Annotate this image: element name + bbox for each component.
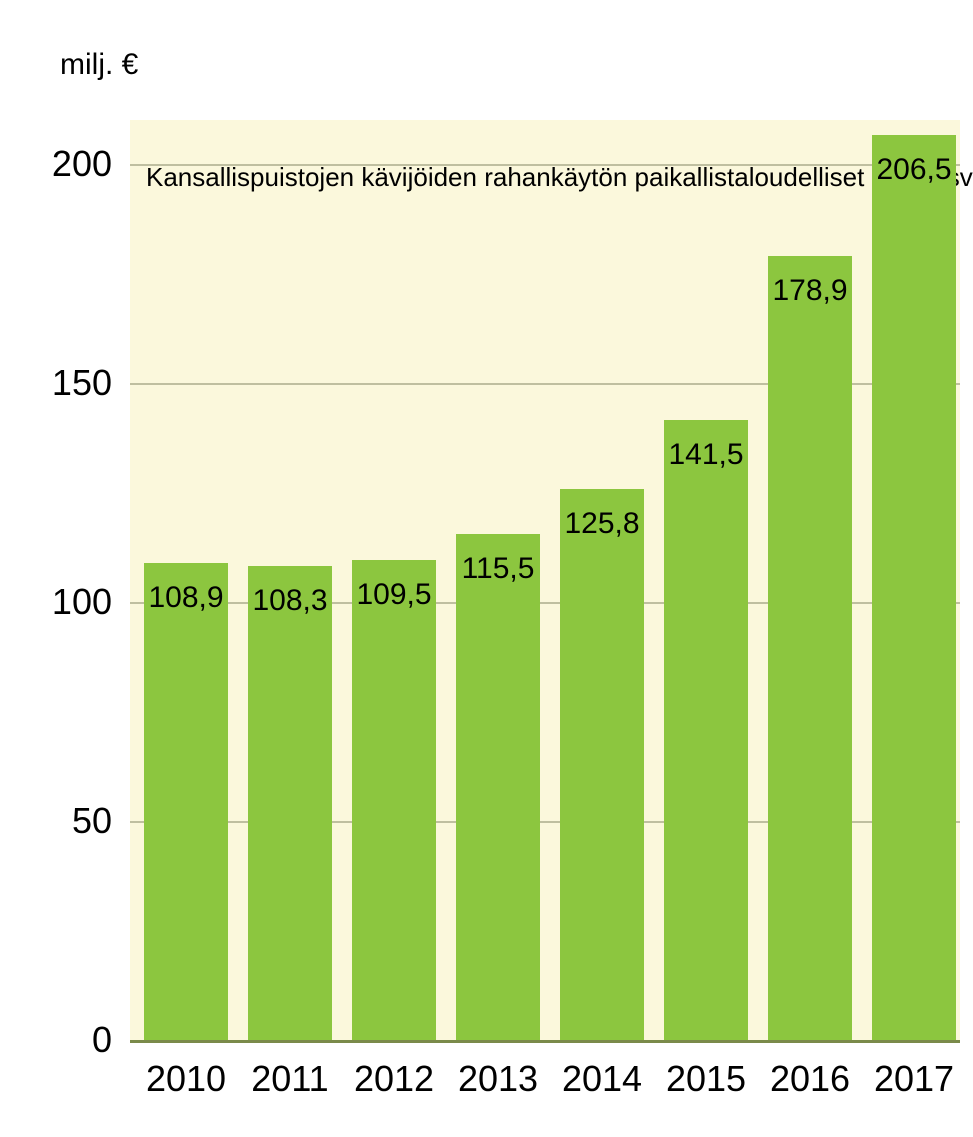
x-tick-label: 2017 (872, 1058, 956, 1100)
x-tick-label: 2010 (144, 1058, 228, 1100)
bar: 109,5 (352, 560, 436, 1040)
bar: 108,9 (144, 563, 228, 1040)
x-tick-label: 2012 (352, 1058, 436, 1100)
baseline (130, 1040, 960, 1043)
bar-value-label: 108,9 (144, 581, 228, 615)
bar-value-label: 141,5 (664, 438, 748, 472)
x-tick-label: 2016 (768, 1058, 852, 1100)
x-tick-label: 2011 (248, 1058, 332, 1100)
bar-value-label: 125,8 (560, 507, 644, 541)
bar-value-label: 108,3 (248, 584, 332, 618)
x-tick-label: 2014 (560, 1058, 644, 1100)
bar-chart: milj. € Kansallispuistojen kävijöiden ra… (0, 0, 973, 1137)
y-axis-unit-label: milj. € (60, 48, 138, 82)
y-tick-label: 150 (0, 362, 112, 404)
bar: 178,9 (768, 256, 852, 1040)
bar: 125,8 (560, 489, 644, 1040)
bars-layer: 108,9 108,3 109,5 115,5 125,8 141,5 178,9 206,5 (130, 120, 960, 1040)
x-tick-label: 2015 (664, 1058, 748, 1100)
y-tick-label: 100 (0, 581, 112, 623)
bar-value-label: 206,5 (872, 153, 956, 187)
bar: 108,3 (248, 566, 332, 1040)
bar-value-label: 109,5 (352, 578, 436, 612)
plot-area: Kansallispuistojen kävijöiden rahankäytö… (130, 120, 960, 1040)
bar-value-label: 178,9 (768, 274, 852, 308)
bar-value-label: 115,5 (456, 552, 540, 586)
y-tick-label: 50 (0, 800, 112, 842)
y-tick-label: 0 (0, 1019, 112, 1061)
bar: 115,5 (456, 534, 540, 1040)
y-tick-label: 200 (0, 143, 112, 185)
bar: 206,5 (872, 135, 956, 1040)
x-tick-label: 2013 (456, 1058, 540, 1100)
bar: 141,5 (664, 420, 748, 1040)
